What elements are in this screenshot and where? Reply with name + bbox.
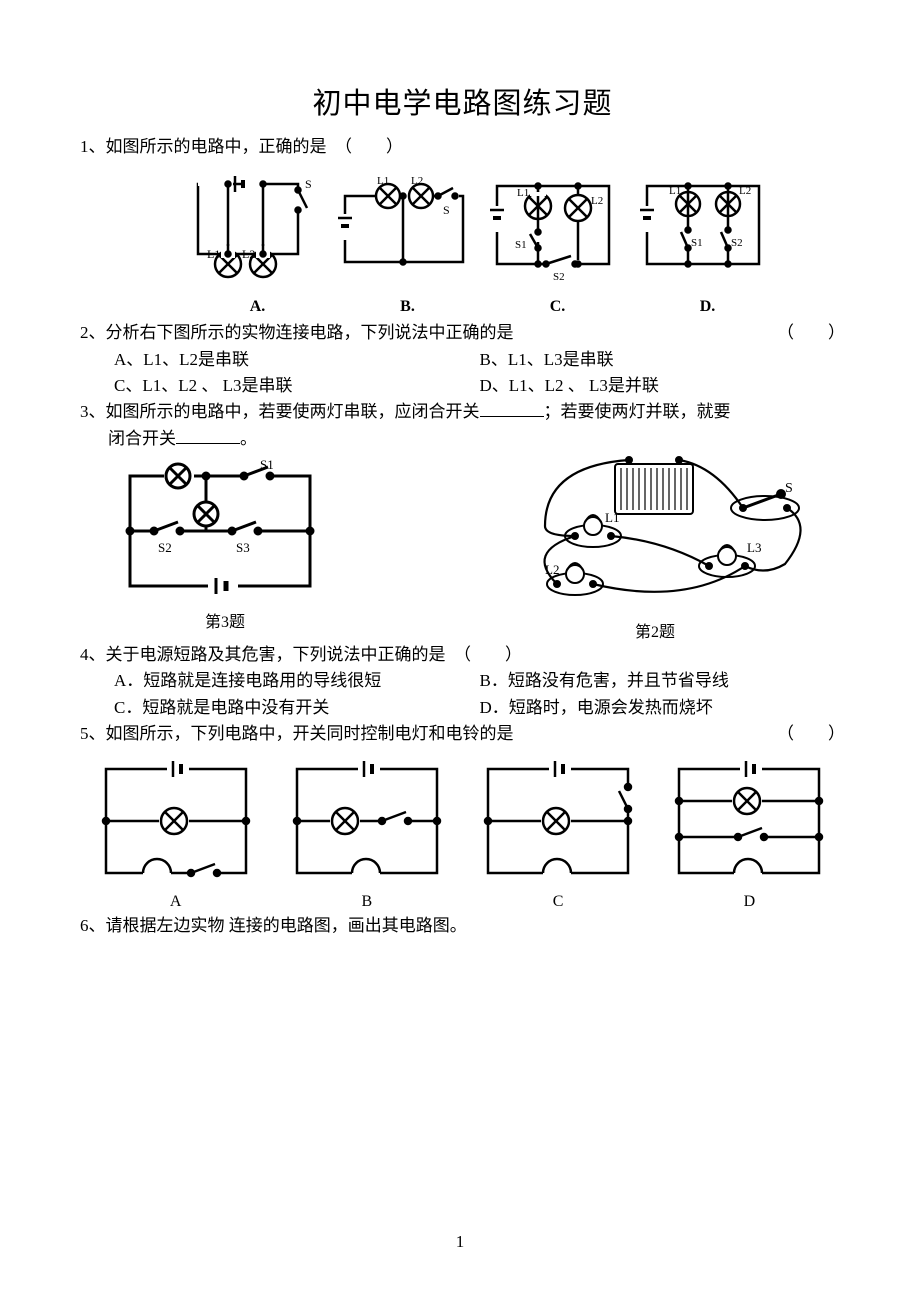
q1d-s1: S1 [691,237,703,249]
q3-stem: 3、如图所示的电路中，若要使两灯串联，应闭合开关 ；若要使两灯并联，就要 [80,399,845,425]
q2-opt-c: C、L1、L2 、 L3是串联 [114,373,480,399]
q3-blank2 [176,427,240,443]
q1-svg-d: L1 L2 S1 S2 [633,166,783,296]
q4-opt-b: B．短路没有危害，并且节省导线 [480,668,846,694]
q1-fig-a: S [183,166,333,316]
q4-opt-a: A．短路就是连接电路用的导线很短 [114,668,480,694]
q2-l1-lbl: L1 [605,510,619,525]
q3-s3: S3 [236,540,250,555]
q2-stem-text: 2、分析右下图所示的实物连接电路，下列说法中正确的是 [80,323,514,342]
q1b-l2: L2 [411,175,423,187]
q1-label-d: D. [633,298,783,316]
q1-label-a: A. [183,298,333,316]
q5-svg-c [473,751,643,891]
q5-fig-b: B [282,751,452,911]
q5-svg-a [91,751,261,891]
q5-fig-a: A [91,751,261,911]
q2q3-fig-row: S1 S2 S3 第3题 [110,456,845,642]
page-title: 初中电学电路图练习题 [80,80,845,122]
q2-paren: （ ） [777,320,845,346]
q2-opt-b: B、L1、L3是串联 [480,347,846,373]
q1d-s2: S2 [731,237,743,249]
q4-stem: 4、关于电源短路及其危害，下列说法中正确的是 （ ） [80,642,845,668]
q1-figures: S [120,166,845,316]
q3-c: 闭合开关 [108,429,176,448]
q3-s1: S1 [260,457,274,472]
page-number: 1 [0,1232,920,1252]
q2-l3-lbl: L3 [747,540,761,555]
q1-label-c: C. [483,298,633,316]
q5-stem-text: 5、如图所示，下列电路中，开关同时控制电灯和电铃的是 [80,724,514,743]
q2-opt-a: A、L1、L2是串联 [114,347,480,373]
q2-stem: 2、分析右下图所示的实物连接电路，下列说法中正确的是 （ ） [80,320,845,346]
q1-svg-c: L1 S1 L2 S2 [483,166,633,296]
q5-label-c: C [473,893,643,911]
q3-b: ；若要使两灯并联，就要 [544,402,731,421]
q3-s2: S2 [158,540,172,555]
q1a-l1: L1 [207,247,220,261]
q1c-s2: S2 [553,271,565,283]
q1c-s1: S1 [515,239,527,251]
q1b-l1: L1 [377,175,389,187]
q1a-s: S [305,177,312,191]
q4-opts: A．短路就是连接电路用的导线很短 B．短路没有危害，并且节省导线 C．短路就是电… [80,668,845,721]
q1-svg-a: S [183,166,333,296]
q1-fig-c: L1 S1 L2 S2 [483,166,633,316]
q2-opts: A、L1、L2是串联 B、L1、L3是串联 C、L1、L2 、 L3是串联 D、… [80,347,845,400]
q1-fig-b: L1 L2 S B. [333,166,483,316]
q3-caption: 第3题 [110,608,340,632]
q2-caption: 第2题 [485,618,825,642]
q1-stem: 1、如图所示的电路中，正确的是 （ ） [80,134,845,160]
q5-fig-d: D [664,751,834,911]
q3-blank1 [480,401,544,417]
worksheet-page: 初中电学电路图练习题 1、如图所示的电路中，正确的是 （ ） [0,0,920,1300]
q5-figures: A [80,751,845,911]
q2-s-lbl: S [785,481,793,496]
q5-paren: （ ） [777,721,845,747]
q3-figure: S1 S2 S3 第3题 [110,456,340,642]
q4-opt-c: C．短路就是电路中没有开关 [114,695,480,721]
q4-opt-d: D．短路时，电源会发热而烧坏 [480,695,846,721]
q5-label-b: B [282,893,452,911]
q5-label-d: D [664,893,834,911]
q5-svg-b [282,751,452,891]
q1c-l2: L2 [591,195,603,207]
q2-svg: S L1 L2 L3 [485,456,825,616]
q1-svg-b: L1 L2 S [333,166,483,296]
q1b-s: S [443,203,450,217]
q5-label-a: A [91,893,261,911]
q1-fig-d: L1 L2 S1 S2 D. [633,166,783,316]
q1-label-b: B. [333,298,483,316]
q2-figure: S L1 L2 L3 [485,456,825,642]
q1a-l2: L2 [242,247,255,261]
q1d-l2: L2 [739,185,751,197]
q3-stem2: 闭合开关 。 [80,426,845,452]
q3-a: 3、如图所示的电路中，若要使两灯串联，应闭合开关 [80,402,480,421]
q1c-l1: L1 [517,187,529,199]
q3-svg: S1 S2 S3 [110,456,340,606]
q2-opt-d: D、L1、L2 、 L3是并联 [480,373,846,399]
q5-fig-c: C [473,751,643,911]
q6-stem: 6、请根据左边实物 连接的电路图，画出其电路图。 [80,913,845,939]
q3-d: 。 [240,429,257,448]
q5-stem: 5、如图所示，下列电路中，开关同时控制电灯和电铃的是 （ ） [80,721,845,747]
q1d-l1: L1 [669,185,681,197]
q5-svg-d [664,751,834,891]
